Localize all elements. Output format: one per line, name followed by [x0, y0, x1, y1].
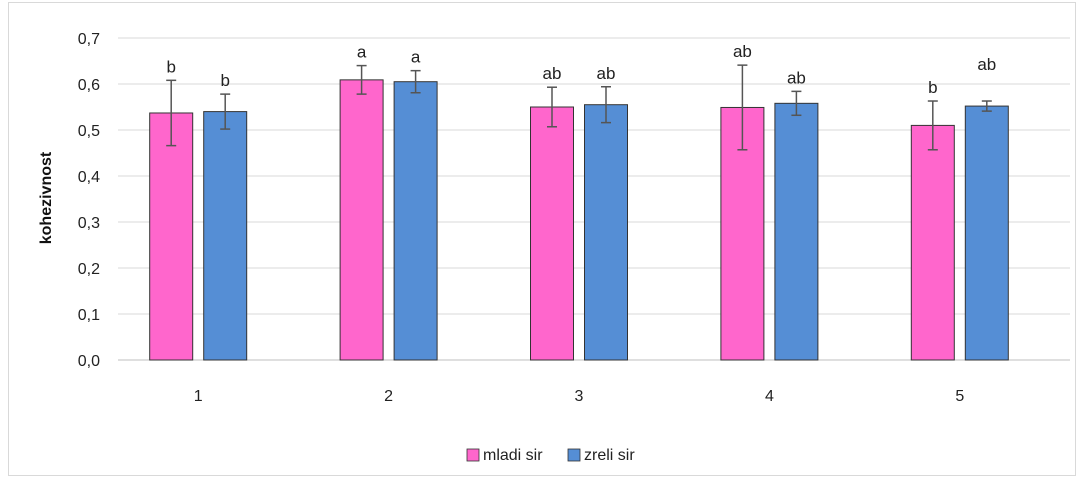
x-tick-label: 1	[194, 388, 203, 405]
bar-mladi-3	[530, 106, 574, 361]
y-tick-label: 0,2	[78, 261, 100, 278]
significance-label: ab	[733, 42, 752, 61]
bar-mladi-1	[149, 112, 194, 361]
x-tick-label: 3	[575, 388, 584, 405]
y-tick-label: 0,1	[78, 307, 100, 324]
legend-label: mladi sir	[483, 447, 543, 464]
error-bars	[166, 64, 992, 151]
y-tick-label: 0,3	[78, 215, 100, 232]
y-tick-label: 0,6	[78, 77, 100, 94]
legend-label: zreli sir	[584, 447, 635, 464]
y-axis-ticks: 0,0 0,1 0,2 0,3 0,4 0,5 0,6 0,7	[78, 31, 100, 370]
bar-zreli-4	[774, 102, 819, 361]
significance-label: a	[357, 43, 367, 62]
significance-label: ab	[787, 68, 806, 87]
significance-label: b	[220, 71, 229, 90]
bar-zreli-2	[393, 81, 438, 361]
x-tick-label: 5	[955, 388, 964, 405]
x-tick-label: 2	[384, 388, 393, 405]
legend-swatch	[466, 448, 480, 462]
significance-labels: b b a a ab ab ab ab b ab	[166, 42, 996, 97]
significance-label: b	[166, 57, 175, 76]
y-tick-label: 0,7	[78, 31, 100, 48]
y-axis-label: kohezivnost	[38, 151, 55, 244]
bar-zreli-5	[964, 105, 1009, 361]
significance-label: ab	[597, 64, 616, 83]
bar-mladi-2	[339, 79, 384, 361]
bars	[149, 79, 1009, 361]
bar-zreli-3	[584, 104, 628, 361]
x-tick-label: 4	[765, 388, 774, 405]
y-tick-label: 0,0	[78, 353, 100, 370]
bar-mladi-5	[910, 124, 955, 361]
legend-swatch	[567, 448, 581, 462]
significance-label: ab	[543, 64, 562, 83]
significance-label: a	[411, 48, 421, 67]
bar-zreli-1	[203, 111, 248, 361]
significance-label: ab	[977, 55, 996, 74]
significance-label: b	[928, 78, 937, 97]
y-tick-label: 0,4	[78, 169, 100, 186]
y-tick-label: 0,5	[78, 123, 100, 140]
x-axis-ticks: 1 2 3 4 5	[194, 388, 965, 405]
legend: mladi sir zreli sir	[466, 447, 635, 464]
